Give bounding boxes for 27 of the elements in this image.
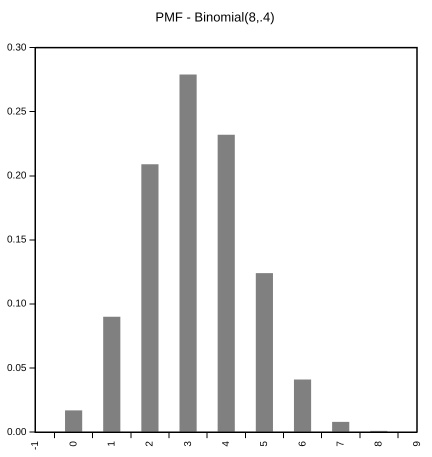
bar [141,164,159,432]
x-tick-label: 4 [220,440,232,447]
bar [218,134,235,432]
x-tick-label: 9 [412,440,423,447]
x-tick-label: 6 [297,440,308,447]
y-tick-label: 0.20 [6,170,27,182]
x-tick-label: 2 [144,440,156,447]
x-tick-label: 5 [259,440,270,447]
bar [103,316,120,432]
x-tick-label: 0 [68,440,80,447]
bar [294,380,312,432]
y-tick-label: 0.15 [6,234,27,246]
bar [179,74,197,432]
x-tick-label: 7 [335,440,346,447]
y-tick-label: 0.00 [6,426,27,438]
x-tick-label: 3 [182,440,194,447]
bar [256,273,273,432]
x-tick-label: 8 [374,440,385,447]
y-tick-label: 0.05 [6,362,27,374]
chart-title: PMF - Binomial(8,.4) [155,9,275,24]
x-tick-label: 1 [106,440,118,447]
y-tick-label: 0.30 [6,42,27,54]
y-tick-label: 0.25 [6,106,27,118]
bar [65,410,82,432]
y-tick-label: 0.10 [6,298,27,310]
x-tick-label: -1 [30,440,42,450]
bar [332,422,350,432]
